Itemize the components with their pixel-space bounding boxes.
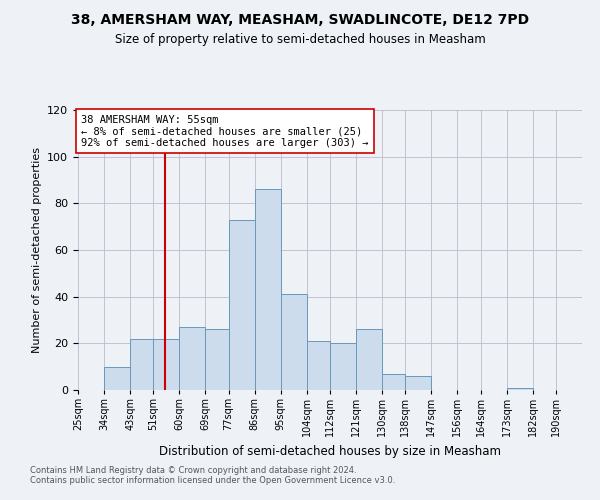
Bar bbox=[229, 220, 254, 390]
Text: Size of property relative to semi-detached houses in Measham: Size of property relative to semi-detach… bbox=[115, 32, 485, 46]
Text: Contains HM Land Registry data © Crown copyright and database right 2024.
Contai: Contains HM Land Registry data © Crown c… bbox=[30, 466, 395, 485]
Bar bbox=[154, 338, 179, 390]
Bar bbox=[104, 366, 130, 390]
Y-axis label: Number of semi-detached properties: Number of semi-detached properties bbox=[32, 147, 41, 353]
Bar bbox=[205, 330, 229, 390]
Text: 38, AMERSHAM WAY, MEASHAM, SWADLINCOTE, DE12 7PD: 38, AMERSHAM WAY, MEASHAM, SWADLINCOTE, … bbox=[71, 12, 529, 26]
Text: 38 AMERSHAM WAY: 55sqm
← 8% of semi-detached houses are smaller (25)
92% of semi: 38 AMERSHAM WAY: 55sqm ← 8% of semi-deta… bbox=[81, 114, 368, 148]
Bar bbox=[307, 341, 330, 390]
Bar bbox=[356, 330, 382, 390]
Bar bbox=[506, 388, 533, 390]
Bar bbox=[382, 374, 406, 390]
Bar bbox=[281, 294, 307, 390]
Bar bbox=[254, 190, 281, 390]
Bar bbox=[179, 327, 205, 390]
Bar bbox=[130, 338, 154, 390]
Bar bbox=[406, 376, 431, 390]
Bar bbox=[330, 344, 356, 390]
X-axis label: Distribution of semi-detached houses by size in Measham: Distribution of semi-detached houses by … bbox=[159, 444, 501, 458]
